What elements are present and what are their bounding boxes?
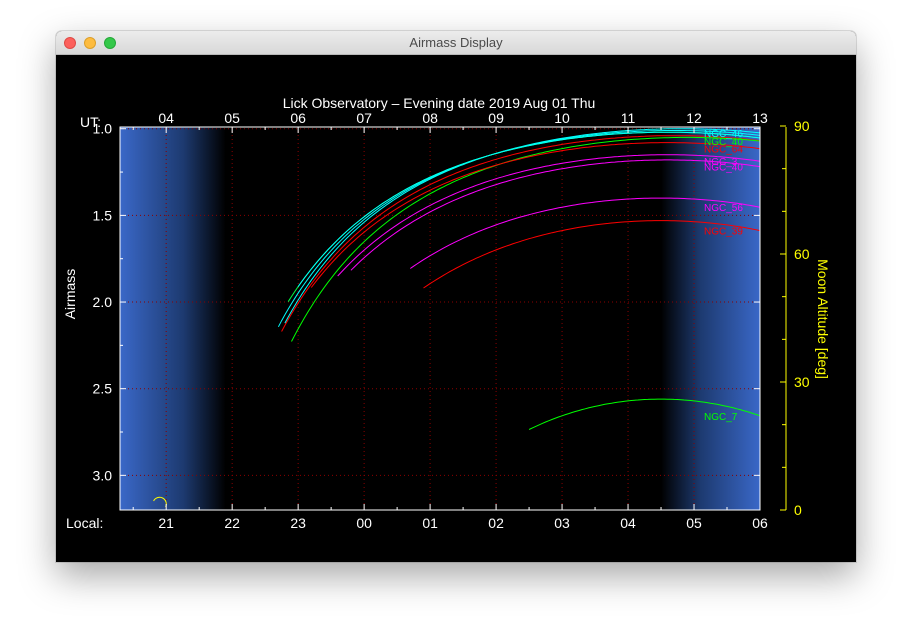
- y2-tick-label: 90: [794, 118, 810, 134]
- y2-axis-label: Moon Altitude [deg]: [815, 259, 831, 379]
- ut-tick-label: 12: [686, 110, 702, 126]
- y-tick-label: 2.0: [93, 294, 113, 310]
- airmass-curve: [310, 142, 761, 288]
- y2-tick-label: 30: [794, 374, 810, 390]
- y-tick-label: 3.0: [93, 467, 113, 483]
- airmass-curve: [337, 154, 761, 277]
- ut-axis-label: UT:: [80, 114, 101, 130]
- grid-lines: [120, 127, 760, 510]
- close-button[interactable]: [64, 37, 76, 49]
- series-label: NGC_40: [704, 137, 743, 148]
- airmass-window: Airmass Display NGC_46 NGC_40 NGC_64 NGC_3 N…: [56, 31, 856, 562]
- local-tick-label: 03: [554, 515, 570, 531]
- series-label: NGC_64: [704, 145, 743, 156]
- airmass-curve: [281, 135, 761, 332]
- local-tick-label: 22: [224, 515, 240, 531]
- local-tick-label: 01: [422, 515, 438, 531]
- local-tick-label: 04: [620, 515, 636, 531]
- y2-tick-label: 60: [794, 246, 810, 262]
- morning-twilight-band: [661, 127, 760, 510]
- airmass-curve: [350, 159, 761, 271]
- series-label: NGC_56: [704, 203, 743, 214]
- ut-tick-label: 09: [488, 110, 504, 126]
- ut-tick-label: 11: [621, 110, 636, 126]
- series-label: NGC_7: [704, 412, 738, 423]
- y2-tick-label: 0: [794, 502, 802, 518]
- airmass-curve: [297, 131, 761, 287]
- local-tick-label: 05: [686, 515, 702, 531]
- local-tick-label: 06: [752, 515, 768, 531]
- minimize-button[interactable]: [84, 37, 96, 49]
- airmass-curves: [153, 128, 761, 508]
- series-label: NGC_40: [704, 163, 743, 174]
- ut-tick-label: 06: [290, 110, 306, 126]
- y-tick-label: 1.0: [93, 121, 113, 137]
- airmass-curve: [291, 136, 761, 342]
- airmass-curve: [528, 398, 761, 430]
- series-label: NGC_46: [704, 129, 743, 140]
- series-label: NGC_39: [704, 227, 743, 238]
- ut-tick-label: 07: [356, 110, 372, 126]
- title-bar: Airmass Display: [56, 31, 856, 55]
- local-tick-label: 02: [488, 515, 504, 531]
- local-tick-label: 21: [158, 515, 174, 531]
- maximize-button[interactable]: [104, 37, 116, 49]
- ut-tick-label: 05: [224, 110, 240, 126]
- ut-tick-label: 13: [752, 110, 768, 126]
- ut-tick-label: 10: [554, 110, 570, 126]
- ut-tick-label: 08: [422, 110, 438, 126]
- y-tick-label: 1.5: [93, 207, 113, 223]
- series-label: NGC_3: [704, 157, 738, 168]
- window-title: Airmass Display: [409, 35, 503, 50]
- local-axis-label: Local:: [66, 515, 103, 531]
- local-tick-label: 00: [356, 515, 372, 531]
- plot-frame: [119, 126, 761, 511]
- plot-area: [120, 127, 760, 510]
- airmass-curve: [410, 197, 761, 269]
- ut-tick-label: 04: [158, 110, 174, 126]
- series-labels: NGC_46NGC_40NGC_64NGC_3NGC_40NGC_56NGC_3…: [704, 129, 743, 423]
- airmass-chart: NGC_46NGC_40NGC_64NGC_3NGC_40NGC_56NGC_3…: [62, 95, 831, 531]
- y-axis-label: Airmass: [62, 269, 78, 320]
- airmass-curve: [423, 220, 761, 289]
- evening-twilight-band: [120, 127, 226, 510]
- chart-title: Lick Observatory – Evening date 2019 Aug…: [283, 95, 596, 111]
- local-tick-label: 23: [290, 515, 306, 531]
- y-tick-label: 2.5: [93, 381, 113, 397]
